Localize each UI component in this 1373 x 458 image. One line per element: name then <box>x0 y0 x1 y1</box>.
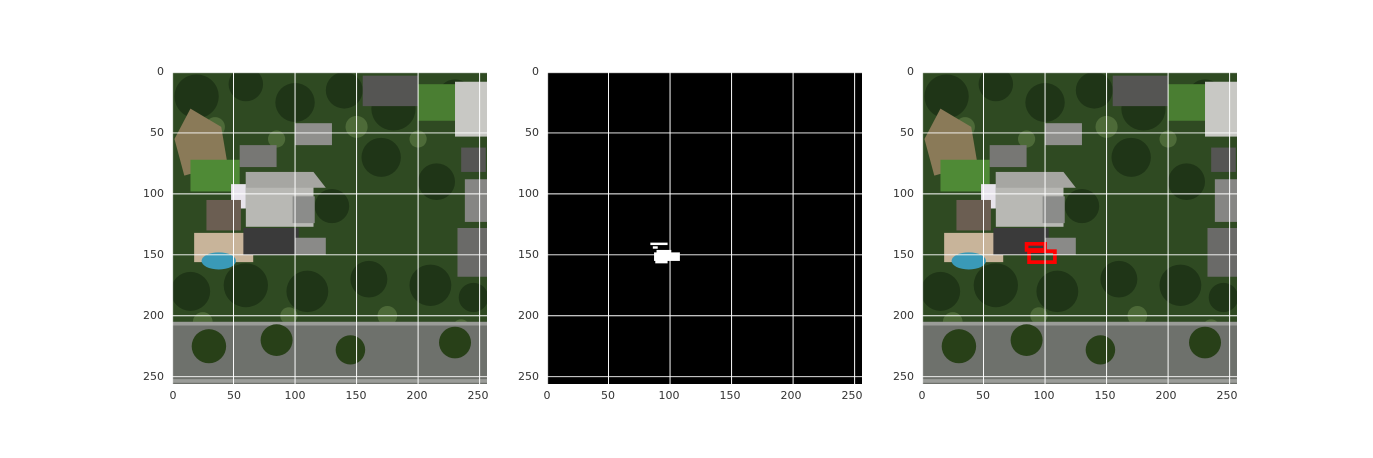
x-tick: 200 <box>1155 389 1177 402</box>
y-tick: 100 <box>518 187 539 200</box>
y-tick: 200 <box>518 309 539 322</box>
x-tick: 250 <box>1216 389 1238 402</box>
y-tick: 50 <box>900 126 914 139</box>
mask-panel <box>547 72 862 384</box>
x-tick: 0 <box>918 389 926 402</box>
grid-lines <box>547 72 862 384</box>
y-tick: 150 <box>143 248 164 261</box>
y-tick: 50 <box>150 126 164 139</box>
x-tick: 150 <box>1094 389 1116 402</box>
grid-lines <box>172 72 487 384</box>
x-tick: 150 <box>719 389 741 402</box>
y-tick: 150 <box>518 248 539 261</box>
x-tick: 250 <box>467 389 489 402</box>
y-tick: 0 <box>157 65 164 78</box>
x-tick: 0 <box>543 389 551 402</box>
x-tick: 100 <box>658 389 680 402</box>
aerial-image-panel <box>172 72 487 384</box>
y-tick: 50 <box>525 126 539 139</box>
y-tick: 0 <box>907 65 914 78</box>
x-tick: 100 <box>1033 389 1055 402</box>
y-tick: 0 <box>532 65 539 78</box>
y-tick: 150 <box>893 248 914 261</box>
y-tick: 100 <box>143 187 164 200</box>
x-tick: 50 <box>976 389 990 402</box>
y-tick: 250 <box>893 370 914 383</box>
mask-image <box>547 72 862 384</box>
x-tick: 100 <box>284 389 306 402</box>
y-tick: 250 <box>143 370 164 383</box>
x-tick: 200 <box>406 389 428 402</box>
x-tick: 0 <box>169 389 177 402</box>
y-tick: 250 <box>518 370 539 383</box>
x-tick: 200 <box>780 389 802 402</box>
aerial-image <box>172 72 487 384</box>
y-tick: 200 <box>893 309 914 322</box>
y-tick: 100 <box>893 187 914 200</box>
overlay-panel <box>922 72 1237 384</box>
x-tick: 150 <box>345 389 367 402</box>
x-tick: 250 <box>841 389 863 402</box>
grid-lines <box>922 72 1237 384</box>
x-tick: 50 <box>227 389 241 402</box>
mask-blob <box>650 242 680 264</box>
y-tick: 200 <box>143 309 164 322</box>
x-tick: 50 <box>601 389 615 402</box>
overlay-image <box>922 72 1237 384</box>
